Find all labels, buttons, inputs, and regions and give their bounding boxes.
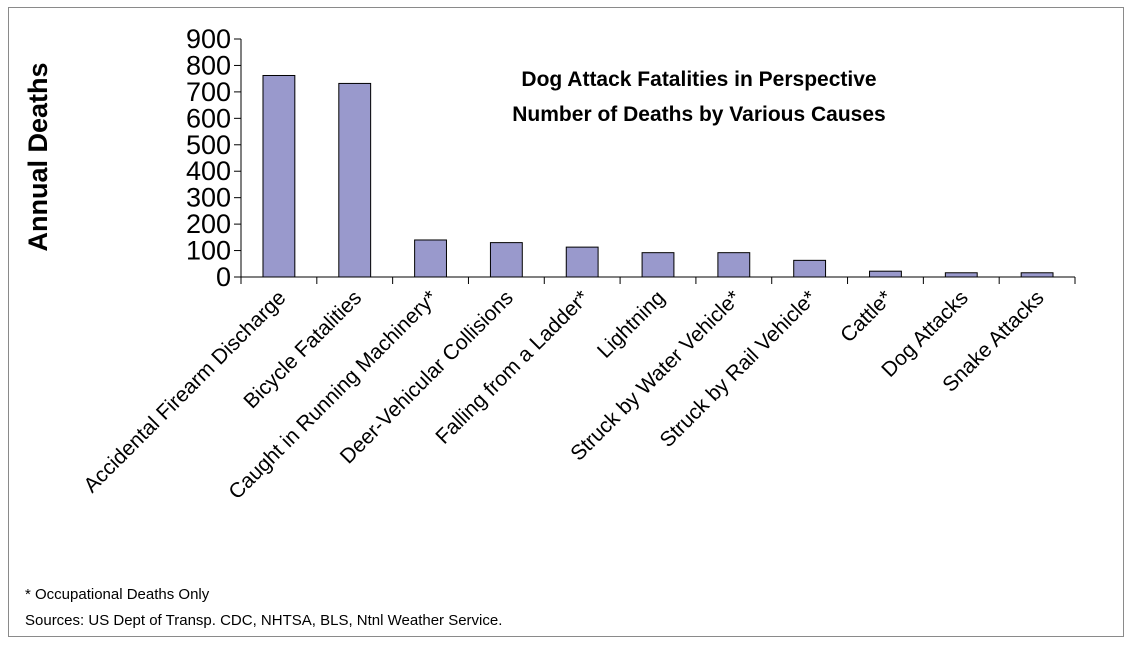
- bar: [641, 252, 675, 278]
- x-category-label: Struck by Rail Vehicle*: [656, 286, 822, 452]
- y-tick-label: 800: [186, 50, 231, 80]
- y-tick-label: 100: [186, 236, 231, 266]
- x-category-label: Cattle*: [836, 286, 897, 347]
- x-category-label: Falling from a Ladder*: [431, 286, 593, 448]
- x-category-label: Lightning: [593, 286, 670, 363]
- bar: [717, 252, 751, 278]
- y-tick-label: 200: [186, 209, 231, 239]
- bar: [414, 239, 447, 278]
- y-axis-label: Annual Deaths: [23, 62, 53, 251]
- bar: [489, 242, 523, 278]
- bar: [869, 270, 902, 278]
- y-tick-label: 300: [186, 183, 231, 213]
- chart-frame: [8, 7, 1124, 637]
- footnote-occupational: * Occupational Deaths Only: [25, 586, 210, 603]
- y-tick-label: 700: [186, 77, 231, 107]
- y-tick-label: 500: [186, 130, 231, 160]
- bar: [262, 74, 296, 278]
- bar: [338, 82, 372, 278]
- y-tick-label: 900: [186, 24, 231, 54]
- bar: [565, 246, 599, 278]
- chart-title: Dog Attack Fatalities in Perspective: [521, 68, 876, 91]
- y-tick-label: 400: [186, 156, 231, 186]
- bar: [1020, 272, 1054, 278]
- bar: [944, 272, 978, 278]
- y-tick-label: 0: [216, 262, 231, 292]
- bar: [793, 259, 827, 278]
- chart-subtitle: Number of Deaths by Various Causes: [512, 103, 885, 126]
- y-tick-label: 600: [186, 103, 231, 133]
- footnote-sources: Sources: US Dept of Transp. CDC, NHTSA, …: [25, 612, 503, 629]
